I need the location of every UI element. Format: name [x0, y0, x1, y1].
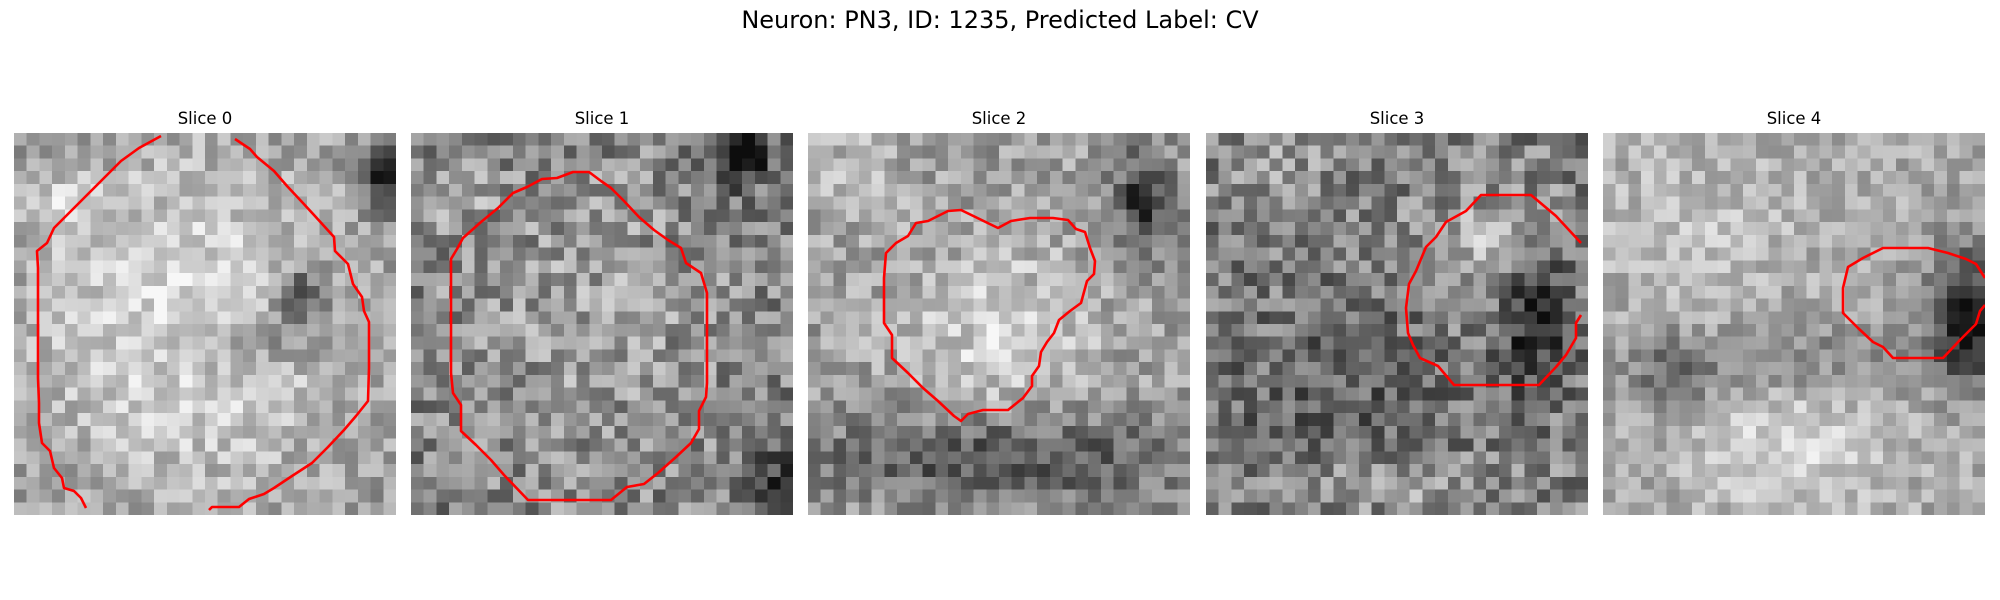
contour-line [449, 170, 709, 502]
slice-panel-4: Slice 4 [1603, 108, 1985, 521]
slice-image-2 [808, 133, 1190, 515]
pixel-grid [1206, 133, 1588, 515]
contour-line [1404, 193, 1583, 387]
slice-title-1: Slice 1 [574, 109, 630, 128]
contour-line [35, 134, 162, 509]
pixel-grid [14, 133, 396, 515]
slice-title-4: Slice 4 [1766, 109, 1822, 128]
contour-line [1841, 246, 1985, 360]
pixel-grid [411, 133, 793, 515]
slice-panel-1: Slice 1 [411, 108, 793, 521]
slice-image-1 [411, 133, 793, 515]
slice-title-3: Slice 3 [1369, 109, 1425, 128]
pixel-grid [808, 133, 1190, 515]
figure-title: Neuron: PN3, ID: 1235, Predicted Label: … [741, 6, 1259, 34]
slice-image-4 [1603, 133, 1985, 515]
pixel-grid [1603, 133, 1985, 515]
contour-line [208, 137, 371, 511]
slice-image-3 [1206, 133, 1588, 515]
contour-line [882, 208, 1097, 423]
slice-title-0: Slice 0 [177, 109, 233, 128]
slice-title-2: Slice 2 [971, 109, 1027, 128]
slice-panel-0: Slice 0 [14, 108, 396, 521]
slice-panel-3: Slice 3 [1206, 108, 1588, 521]
slice-panel-2: Slice 2 [808, 108, 1190, 521]
slice-image-0 [14, 133, 396, 515]
